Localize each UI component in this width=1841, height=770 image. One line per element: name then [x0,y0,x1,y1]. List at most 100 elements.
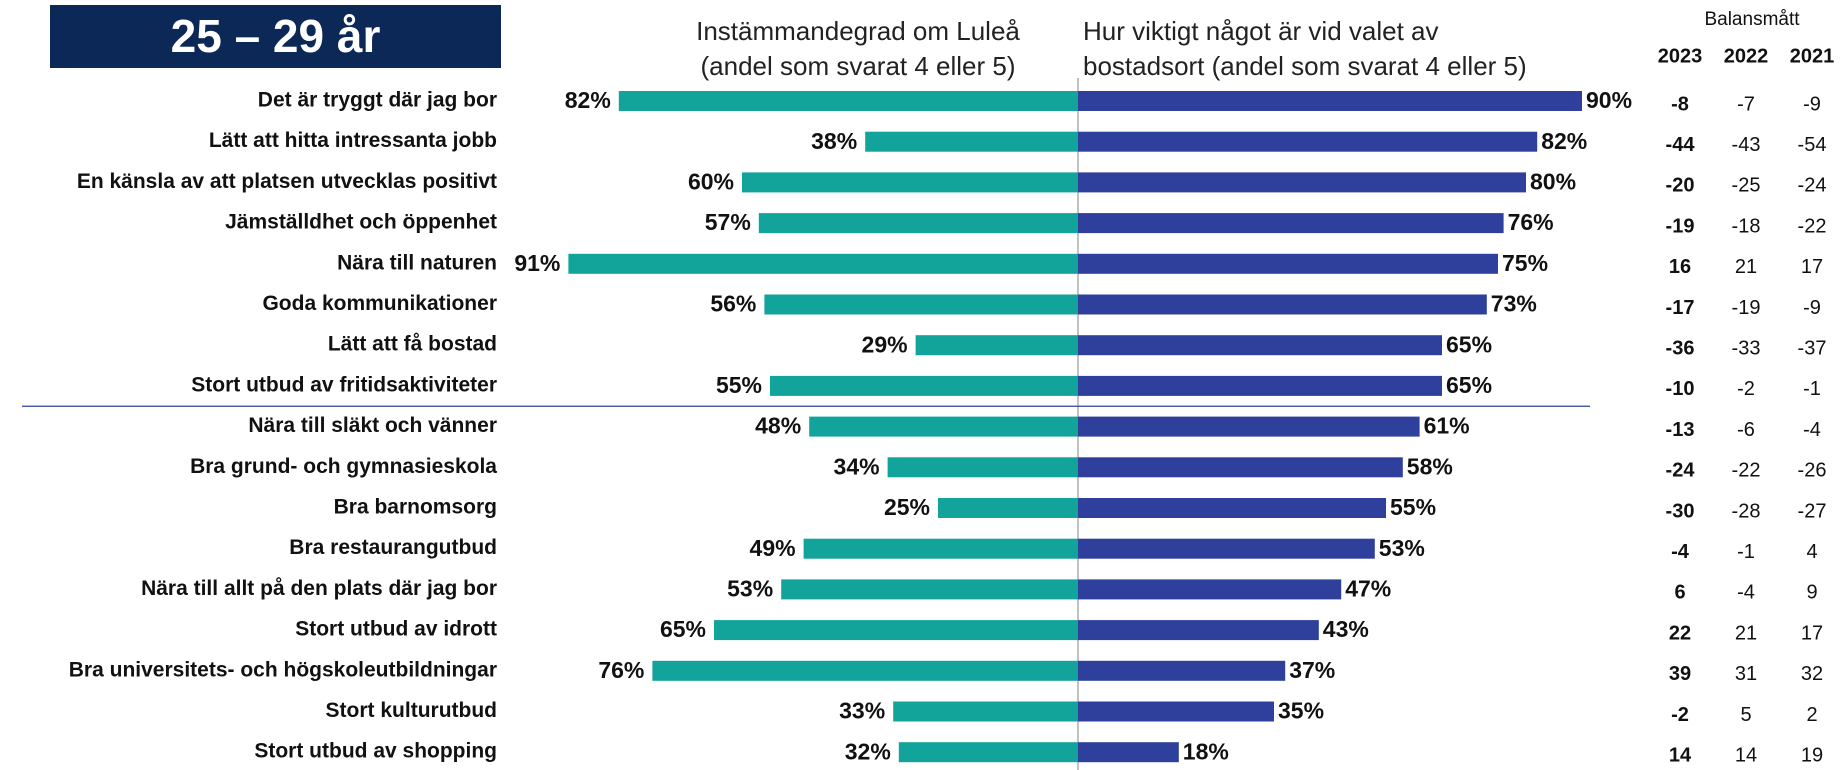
table-cell: -25 [1732,175,1761,197]
value-label: 48% [755,413,801,439]
bar [1078,457,1403,478]
bar [781,579,1078,600]
bar [898,742,1078,763]
value-label: 33% [839,698,885,724]
table-cell: 9 [1806,582,1817,604]
value-label: 90% [1586,87,1632,113]
table-cell: -17 [1666,297,1695,319]
table-cell: 16 [1669,256,1691,278]
bar [770,375,1078,396]
bar [1078,538,1375,559]
value-label: 57% [705,209,751,235]
bar [1078,498,1386,518]
category-label: Lätt att få bostad [328,333,497,356]
value-label: 47% [1345,575,1391,601]
category-label: Stort utbud av shopping [254,740,497,763]
value-label: 80% [1530,168,1576,194]
value-label: 37% [1289,657,1335,683]
bar [803,538,1078,559]
table-cell: -4 [1737,582,1755,604]
table-cell: 2 [1806,704,1817,726]
bar [865,131,1078,152]
value-label: 75% [1502,250,1548,276]
table-title: Balansmått [1704,9,1800,30]
table-cell: 32 [1801,663,1823,685]
bar [893,701,1078,722]
value-label: 82% [1541,128,1587,154]
table-cell: 21 [1735,622,1757,644]
bar [764,294,1078,315]
value-label: 58% [1407,453,1453,479]
table-cell: 6 [1674,582,1685,604]
table-cell: -24 [1798,175,1827,197]
bar [1078,213,1504,234]
bar [915,335,1078,356]
table-cell: -18 [1732,215,1761,237]
table-column-header: 2023 [1658,45,1703,67]
value-label: 34% [834,453,880,479]
category-label: Nära till allt på den plats där jag bor [141,577,497,600]
table-cell: -9 [1803,93,1821,115]
bar [1078,375,1442,396]
table-cell: 22 [1669,622,1691,644]
category-label: Bra universitets- och högskoleutbildning… [69,658,497,681]
value-label: 18% [1183,738,1229,764]
bar [809,416,1078,437]
table-cell: -27 [1798,500,1827,522]
table-cell: 14 [1735,744,1757,766]
table-cell: -2 [1737,378,1755,400]
category-label: Stort kulturutbud [326,699,497,722]
value-label: 35% [1278,698,1324,724]
table-cell: -36 [1666,337,1695,359]
table-cell: -43 [1732,134,1761,156]
value-label: 65% [660,616,706,642]
bar [1078,294,1487,315]
bar [1078,416,1420,437]
value-label: 76% [1508,209,1554,235]
value-label: 43% [1323,616,1369,642]
category-label: Goda kommunikationer [262,292,497,315]
table-cell: -19 [1732,297,1761,319]
table-cell: -9 [1803,297,1821,319]
category-label: Lätt att hitta intressanta jobb [209,129,497,152]
table-cell: -22 [1732,460,1761,482]
value-label: 55% [716,372,762,398]
category-label: Bra barnomsorg [334,496,497,519]
table-cell: -33 [1732,337,1761,359]
category-label: En känsla av att platsen utvecklas posit… [77,170,497,193]
table-cell: -13 [1666,419,1695,441]
value-label: 56% [710,291,756,317]
table-cell: -28 [1732,500,1761,522]
value-label: 65% [1446,331,1492,357]
table-cell: 4 [1806,541,1817,563]
table-column-header: 2021 [1790,45,1835,67]
table-cell: -2 [1671,704,1689,726]
right-series-heading: Hur viktigt något är vid valet av bostad… [1083,16,1527,81]
table-cell: -10 [1666,378,1695,400]
table-cell: -7 [1737,93,1755,115]
bar [887,457,1078,478]
value-label: 29% [862,331,908,357]
table-cell: -54 [1798,134,1827,156]
bar [1078,335,1442,356]
value-label: 91% [514,250,560,276]
value-label: 61% [1424,413,1470,439]
bar [1078,742,1179,763]
table-cell: 31 [1735,663,1757,685]
table-cell: 5 [1740,704,1751,726]
table-column-header: 2022 [1724,45,1769,67]
value-label: 55% [1390,494,1436,520]
table-cell: -20 [1666,175,1695,197]
bar [618,91,1078,111]
value-label: 25% [884,494,930,520]
category-label: Det är tryggt där jag bor [258,89,497,112]
value-label: 32% [845,738,891,764]
bar [1078,620,1319,641]
value-label: 53% [1379,535,1425,561]
table-cell: -1 [1737,541,1755,563]
table-cell: -30 [1666,500,1695,522]
category-label: Jämställdhet och öppenhet [225,211,497,234]
category-label: Nära till släkt och vänner [248,414,497,437]
bar [1078,660,1286,681]
